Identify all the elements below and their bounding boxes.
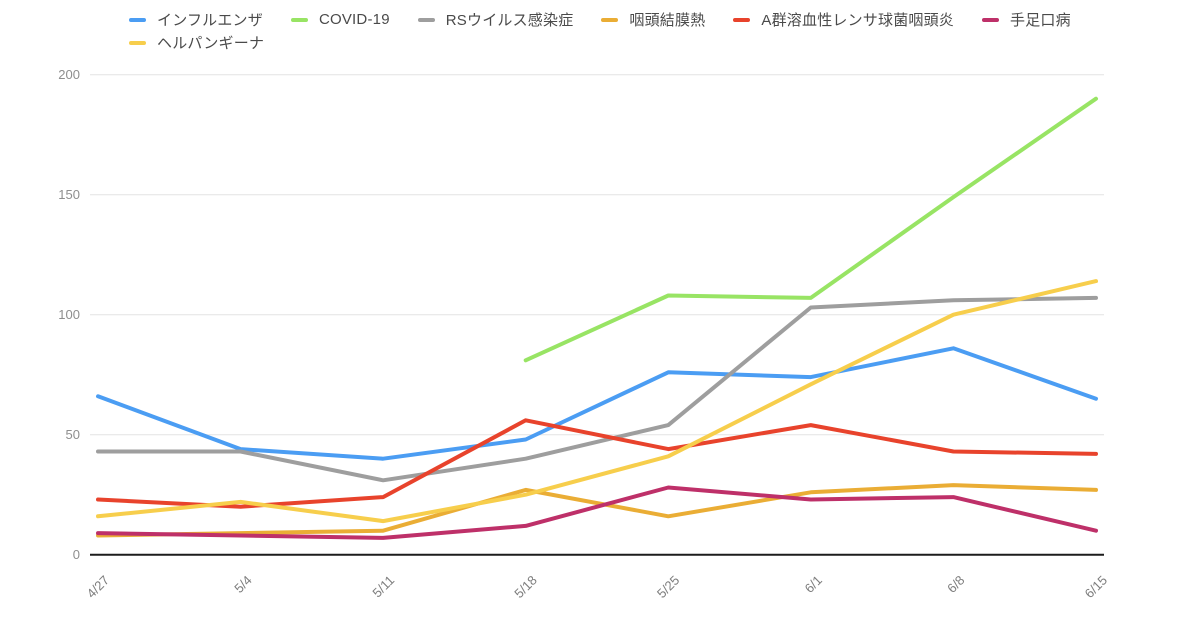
legend-swatch-icon — [733, 17, 751, 22]
legend-row: インフルエンザ COVID-19 RSウイルス感染症 咽頭結膜熱 A群溶血性レンサ球菌咽… — [129, 9, 1071, 30]
series-line-covid19 — [523, 96, 1098, 363]
legend-swatch-icon — [129, 40, 146, 45]
x-tick-label: 4/27 — [84, 573, 113, 602]
legend-row: ヘルパンギーナ — [129, 32, 1071, 53]
y-tick-label: 150 — [58, 187, 80, 202]
x-tick-label: 5/25 — [654, 573, 683, 602]
x-tick-label: 5/4 — [231, 573, 254, 596]
legend-label: ヘルパンギーナ — [157, 35, 265, 52]
series-line-herpangina — [96, 279, 1098, 524]
x-tick-label: 5/18 — [511, 573, 540, 602]
x-tick-label: 6/15 — [1082, 573, 1111, 602]
y-tick-label: 0 — [73, 547, 80, 562]
legend-swatch-icon — [290, 17, 308, 22]
legend-item-hand-foot-mouth: 手足口病 — [982, 9, 1071, 30]
x-tick-label: 5/11 — [369, 573, 397, 601]
series-line-pharyngoconjunctival-fever — [96, 483, 1098, 538]
series-line-influenza — [96, 346, 1098, 461]
series-line-strep-a-pharyngitis — [96, 418, 1098, 509]
legend-item-influenza: インフルエンザ — [129, 9, 263, 30]
legend-label: 手足口病 — [1010, 12, 1071, 29]
legend: インフルエンザ COVID-19 RSウイルス感染症 咽頭結膜熱 A群溶血性レンサ球菌咽… — [129, 9, 1071, 53]
legend-label: COVID-19 — [318, 11, 390, 28]
legend-label: RSウイルス感染症 — [445, 12, 574, 29]
legend-item-pharyngoconjunctival-fever: 咽頭結膜熱 — [601, 9, 705, 30]
legend-label: 咽頭結膜熱 — [629, 12, 706, 29]
x-tick-label: 6/8 — [944, 573, 967, 596]
series-line-rs-virus — [96, 295, 1098, 483]
x-tick-label: 6/1 — [802, 573, 825, 596]
y-tick-label: 50 — [66, 427, 80, 442]
series-line-hand-foot-mouth — [96, 485, 1098, 540]
y-tick-label: 100 — [58, 307, 80, 322]
legend-swatch-icon — [601, 17, 619, 22]
legend-item-herpangina: ヘルパンギーナ — [129, 32, 264, 53]
legend-label: A群溶血性レンサ球菌咽頭炎 — [761, 12, 955, 29]
legend-item-strep-a-pharyngitis: A群溶血性レンサ球菌咽頭炎 — [733, 9, 954, 30]
legend-swatch-icon — [982, 17, 1000, 22]
y-tick-label: 200 — [58, 67, 80, 82]
legend-label: インフルエンザ — [157, 12, 263, 29]
legend-item-rs-virus: RSウイルス感染症 — [417, 9, 574, 30]
legend-swatch-icon — [129, 17, 146, 22]
legend-swatch-icon — [417, 17, 435, 22]
legend-item-covid19: COVID-19 — [290, 11, 390, 28]
